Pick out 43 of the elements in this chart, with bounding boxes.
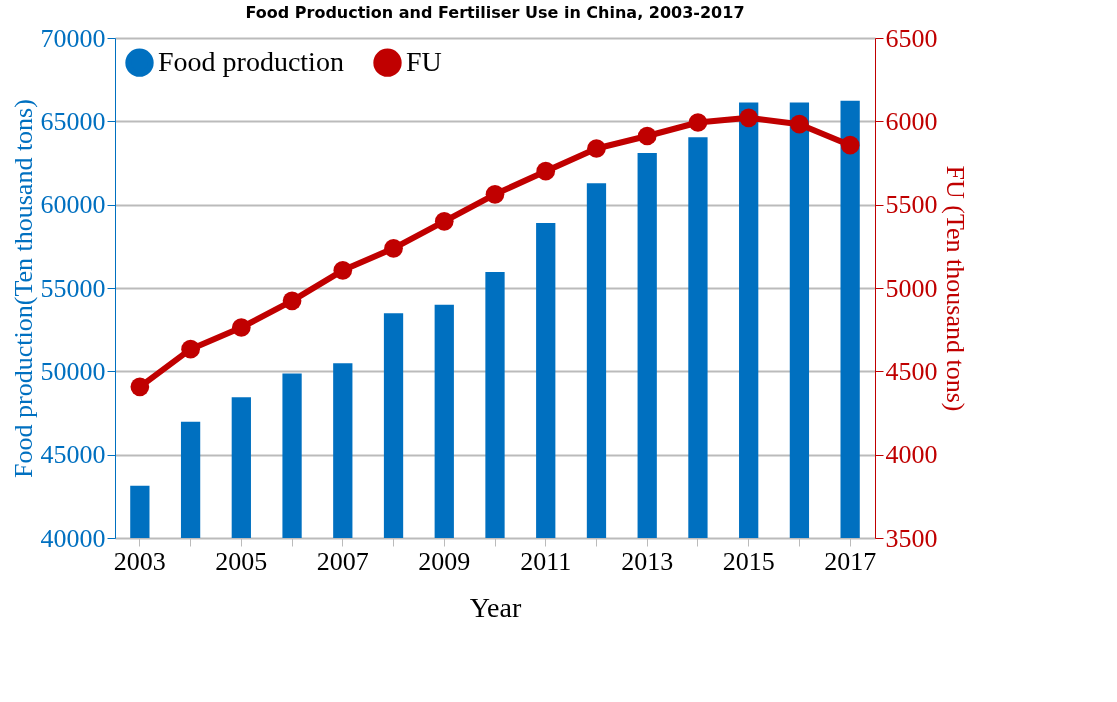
- y-tick-label: 70000: [40, 23, 106, 53]
- x-tick-label: 2003: [113, 546, 166, 576]
- x-tick-label: 2009: [418, 546, 471, 576]
- y2-tick-label: 3500: [885, 523, 938, 553]
- x-tick-label: 2015: [722, 546, 775, 576]
- point: [790, 114, 809, 134]
- x-tick-label: 2007: [316, 546, 369, 576]
- y-tick-label: 55000: [40, 273, 106, 303]
- legend-label: FU: [406, 45, 442, 77]
- point: [181, 339, 200, 359]
- chart-title: Food Production and Fertiliser Use in China, 2003-2017: [245, 3, 745, 22]
- point: [130, 377, 150, 397]
- x-tick-label: 2005: [215, 546, 268, 576]
- x-axis-title: Year: [469, 591, 522, 623]
- x-tick-label: 2011: [520, 546, 572, 576]
- point: [282, 291, 302, 311]
- y2-tick-label: 4000: [885, 440, 938, 470]
- point: [637, 126, 657, 146]
- y-tick-label: 50000: [40, 356, 106, 386]
- point: [333, 261, 353, 280]
- y-axis-title: Food production(Ten thousand tons): [8, 99, 38, 478]
- point: [739, 108, 759, 128]
- point: [231, 318, 251, 337]
- x-tick-label: 2013: [621, 546, 674, 576]
- point: [536, 161, 556, 181]
- legend-label: Food production: [158, 45, 344, 77]
- point: [840, 135, 860, 155]
- y2-tick-label: 6500: [885, 23, 938, 53]
- y-tick-label: 60000: [40, 190, 106, 220]
- y-tick-label: 45000: [40, 440, 106, 470]
- y2-axis-title: FU (Ten thousand tons): [940, 165, 970, 412]
- point: [485, 185, 505, 204]
- point: [688, 113, 708, 132]
- y2-tick-label: 5000: [885, 273, 938, 303]
- y-tick-label: 40000: [40, 523, 106, 553]
- y2-tick-label: 5500: [885, 190, 938, 220]
- y2-tick-label: 4500: [885, 356, 938, 386]
- point: [434, 212, 454, 231]
- y-tick-label: 65000: [40, 106, 106, 136]
- point: [587, 139, 606, 158]
- point: [384, 239, 403, 258]
- x-tick-label: 2017: [824, 546, 877, 576]
- y2-tick-label: 6000: [885, 106, 938, 136]
